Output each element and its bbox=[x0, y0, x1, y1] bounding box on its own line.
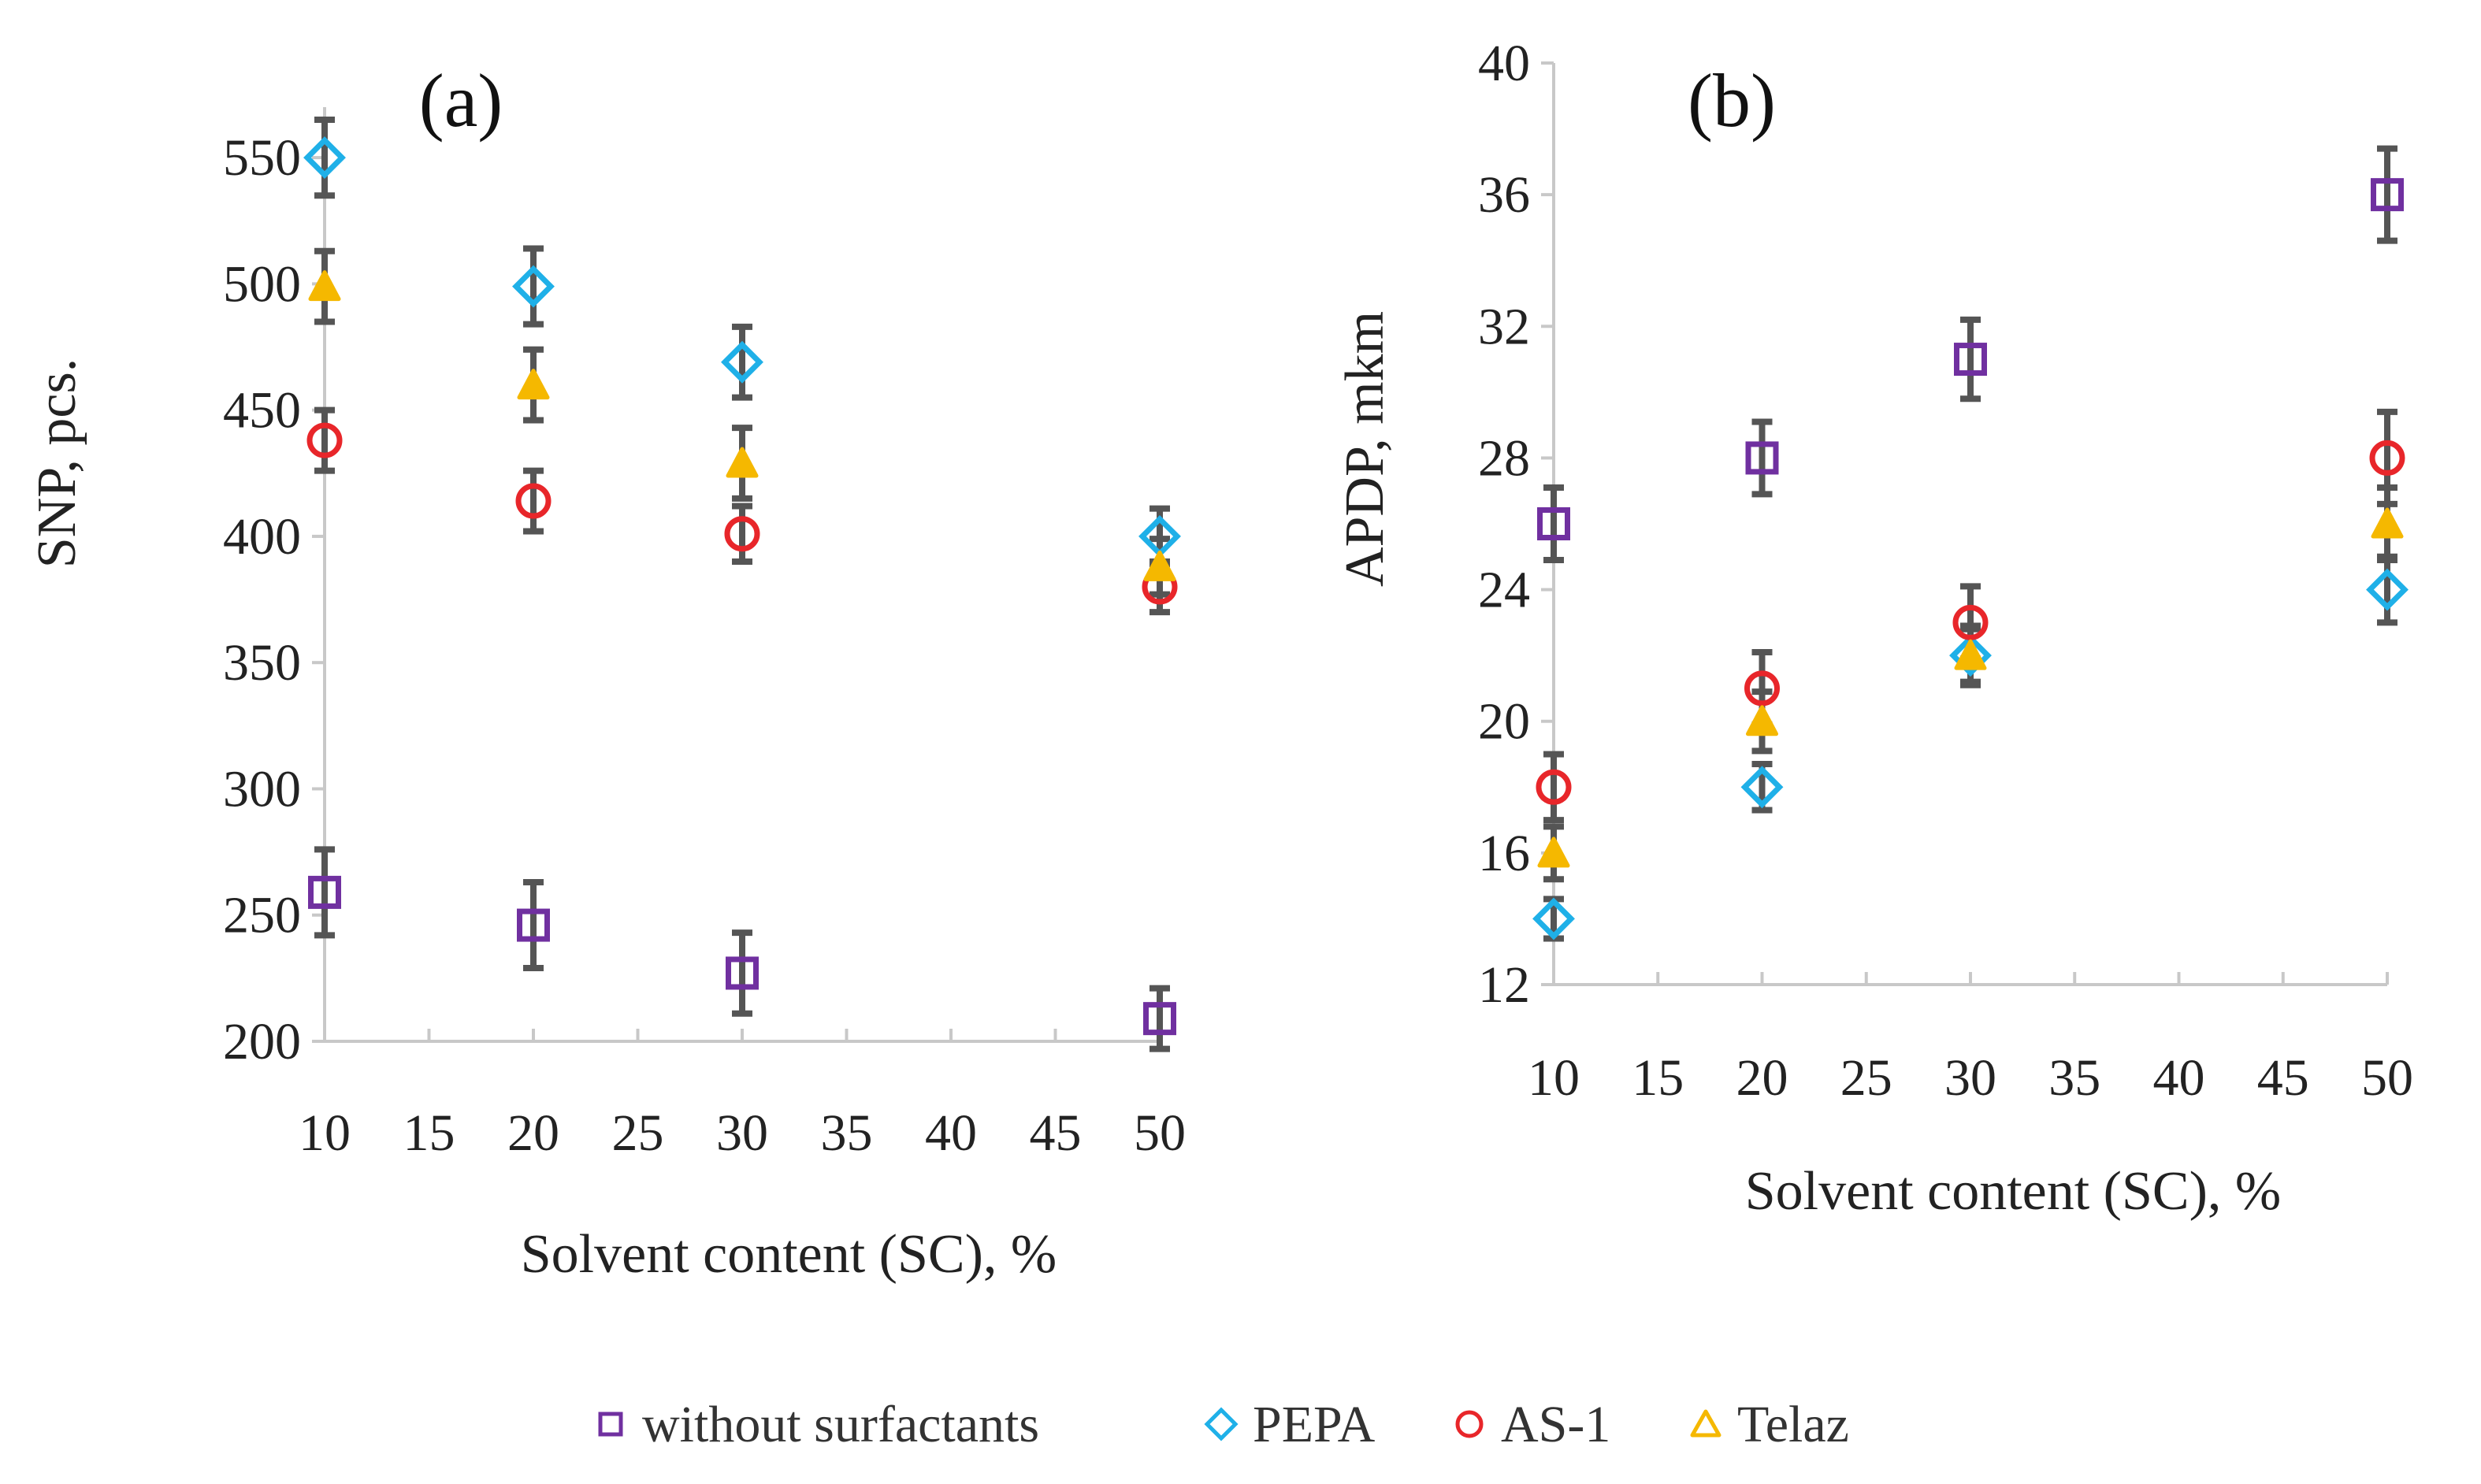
chart-a-y-tick-label: 300 bbox=[223, 760, 301, 818]
legend-telaz-marker bbox=[1690, 1409, 1721, 1438]
chart-b-x-tick-label: 35 bbox=[2048, 1049, 2100, 1107]
chart-panel-b: (b) APDP, mkm Solvent content (SC), % 12… bbox=[1335, 35, 2413, 1222]
chart-a-without-error-bar bbox=[732, 929, 752, 1017]
chart-b-x-tick-label: 30 bbox=[1944, 1049, 1996, 1107]
chart-b-y-tick-label: 24 bbox=[1478, 562, 1530, 619]
chart-a-pepa-point bbox=[721, 340, 763, 384]
chart-a-x-tick-label: 45 bbox=[1030, 1104, 1082, 1162]
chart-a-telaz-point bbox=[308, 270, 341, 302]
chart-b-x-tick-label: 50 bbox=[2361, 1049, 2413, 1107]
chart-b-telaz-point bbox=[2371, 507, 2404, 539]
chart-a-title: (a) bbox=[419, 58, 503, 143]
chart-b-as1-point bbox=[1952, 604, 1989, 640]
chart-b-title: (b) bbox=[1688, 58, 1776, 143]
chart-b-y-tick-label: 20 bbox=[1478, 693, 1530, 751]
chart-a-telaz-point bbox=[517, 369, 550, 400]
chart-b-without-error-bar bbox=[2377, 145, 2397, 244]
chart-b-telaz-point bbox=[1746, 705, 1778, 736]
chart-a-x-tick-label: 35 bbox=[821, 1104, 873, 1162]
chart-b-pepa-point bbox=[1740, 766, 1784, 809]
legend-as1-label: AS-1 bbox=[1501, 1396, 1610, 1453]
chart-b-pepa-point bbox=[1532, 897, 1575, 940]
chart-b-y-tick-label: 40 bbox=[1478, 35, 1530, 92]
chart-b-without-point bbox=[2371, 178, 2404, 212]
chart-a-pepa-error-bar bbox=[732, 323, 752, 401]
chart-a-as1-point bbox=[306, 422, 343, 458]
chart-a-y-tick-label: 550 bbox=[223, 129, 301, 187]
chart-b-as1-point bbox=[2369, 440, 2405, 476]
chart-b-without-error-bar bbox=[1960, 316, 1981, 403]
chart-b-as1-point bbox=[1744, 670, 1780, 707]
chart-b-telaz-point bbox=[1954, 639, 1987, 670]
chart-b-x-tick-label: 10 bbox=[1528, 1049, 1580, 1107]
chart-b-pepa-point bbox=[1949, 634, 1992, 677]
chart-a-x-tick-label: 30 bbox=[716, 1104, 768, 1162]
chart-b-x-tick-label: 40 bbox=[2153, 1049, 2205, 1107]
chart-b-y-tick-label: 16 bbox=[1478, 825, 1530, 882]
chart-a-as1-error-bar bbox=[732, 503, 752, 565]
chart-b-x-tick-label: 15 bbox=[1632, 1049, 1684, 1107]
chart-a-without-error-bar bbox=[523, 879, 544, 972]
chart-a-y-tick-label: 200 bbox=[223, 1013, 301, 1070]
chart-b-without-point bbox=[1537, 507, 1570, 540]
chart-legend: without surfactants PEPA AS-1 Telaz bbox=[598, 1396, 1849, 1453]
chart-b-telaz-point bbox=[1537, 837, 1570, 868]
legend-pepa-label: PEPA bbox=[1253, 1396, 1376, 1453]
legend-telaz-label: Telaz bbox=[1737, 1396, 1849, 1453]
chart-b-pepa-error-bar bbox=[2377, 553, 2397, 626]
chart-a-ylabel: SNP, pcs. bbox=[27, 358, 87, 568]
chart-a-as1-point bbox=[515, 483, 552, 519]
chart-a-telaz-point bbox=[1143, 550, 1176, 581]
chart-a-pepa-point bbox=[303, 136, 346, 180]
chart-b-without-point bbox=[1954, 343, 1987, 377]
chart-b-as1-error-bar bbox=[1543, 751, 1564, 824]
chart-a-y-tick-label: 400 bbox=[223, 508, 301, 566]
chart-b-x-tick-label: 25 bbox=[1840, 1049, 1892, 1107]
chart-a-x-tick-label: 40 bbox=[925, 1104, 977, 1162]
chart-a-without-error-bar bbox=[314, 846, 335, 939]
chart-b-xlabel: Solvent content (SC), % bbox=[1745, 1161, 2281, 1222]
chart-a-y-tick-label: 250 bbox=[223, 887, 301, 944]
chart-a-xlabel: Solvent content (SC), % bbox=[521, 1224, 1057, 1285]
chart-a-pepa-error-bar bbox=[523, 245, 544, 328]
chart-panel-a: (a) SNP, pcs. Solvent content (SC), % 20… bbox=[27, 58, 1186, 1285]
chart-a-as1-error-bar bbox=[523, 467, 544, 535]
chart-b-as1-point bbox=[1536, 769, 1572, 805]
chart-b-y-tick-label: 36 bbox=[1478, 166, 1530, 224]
chart-b-x-tick-label: 45 bbox=[2257, 1049, 2309, 1107]
legend-without-marker bbox=[598, 1412, 623, 1437]
chart-a-telaz-point bbox=[726, 447, 759, 478]
chart-b-without-error-bar bbox=[1751, 418, 1773, 498]
chart-a-x-tick-label: 50 bbox=[1134, 1104, 1186, 1162]
chart-a-y-tick-label: 350 bbox=[223, 634, 301, 692]
chart-b-without-point bbox=[1745, 441, 1779, 475]
chart-a-without-error-bar bbox=[1150, 985, 1170, 1052]
chart-a-x-tick-label: 25 bbox=[612, 1104, 664, 1162]
chart-b-pepa-point bbox=[2366, 568, 2409, 611]
chart-a-without-point bbox=[726, 956, 759, 990]
legend-as1-marker bbox=[1455, 1410, 1484, 1438]
chart-b-y-tick-label: 32 bbox=[1478, 298, 1530, 355]
chart-a-pepa-error-bar bbox=[314, 117, 335, 199]
chart-a-as1-error-bar bbox=[314, 406, 335, 474]
chart-a-x-tick-label: 15 bbox=[403, 1104, 455, 1162]
chart-a-without-point bbox=[1143, 1002, 1176, 1036]
chart-a-without-point bbox=[517, 908, 550, 942]
chart-b-without-error-bar bbox=[1543, 484, 1564, 563]
chart-a-y-tick-label: 500 bbox=[223, 255, 301, 313]
legend-pepa-marker bbox=[1204, 1407, 1239, 1441]
chart-a-x-tick-label: 20 bbox=[507, 1104, 559, 1162]
legend-without-label: without surfactants bbox=[642, 1396, 1039, 1453]
chart-b-y-tick-label: 12 bbox=[1478, 956, 1530, 1014]
chart-a-x-tick-label: 10 bbox=[299, 1104, 351, 1162]
chart-b-x-tick-label: 20 bbox=[1736, 1049, 1788, 1107]
chart-a-without-point bbox=[308, 875, 341, 909]
chart-a-pepa-point bbox=[512, 265, 555, 308]
chart-a-y-tick-label: 450 bbox=[223, 382, 301, 440]
chart-b-ylabel: APDP, mkm bbox=[1335, 311, 1395, 587]
chart-a-as1-point bbox=[724, 516, 760, 552]
chart-b-y-tick-label: 28 bbox=[1478, 429, 1530, 487]
